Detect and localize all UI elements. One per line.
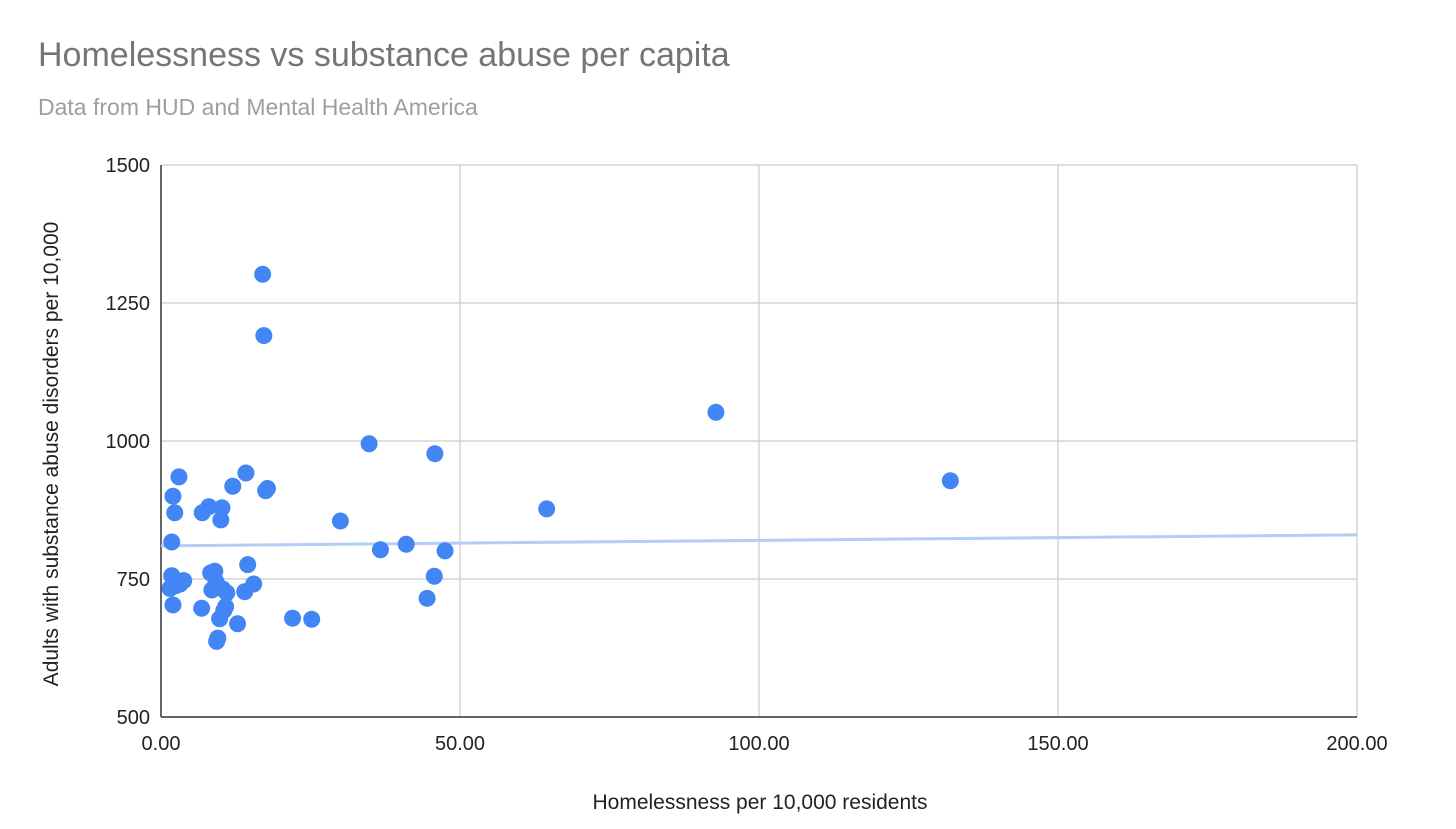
data-point	[164, 487, 182, 505]
y-tick-label: 1000	[106, 431, 151, 453]
data-point	[200, 498, 218, 516]
data-point	[237, 464, 255, 482]
chart-title: Homelessness vs substance abuse per capi…	[38, 36, 730, 74]
y-tick-label: 1250	[106, 293, 151, 315]
x-tick-label: 0.00	[142, 733, 181, 755]
axes	[160, 165, 1357, 718]
data-point	[239, 556, 257, 574]
data-point	[284, 609, 302, 627]
data-point	[436, 542, 454, 560]
x-tick-label: 50.00	[435, 733, 485, 755]
data-point	[254, 265, 272, 283]
data-point	[166, 504, 184, 522]
x-tick-label: 150.00	[1027, 733, 1088, 755]
data-point	[258, 479, 276, 497]
data-point	[213, 499, 231, 517]
data-point	[217, 598, 235, 616]
data-point	[209, 629, 227, 647]
trendline-layer	[160, 533, 1358, 548]
y-axis-label: Adults with substance abuse disorders pe…	[40, 222, 63, 687]
gridlines	[161, 164, 1358, 717]
data-point	[425, 567, 443, 585]
data-point	[229, 615, 247, 633]
x-axis-label: Homelessness per 10,000 residents	[592, 791, 927, 814]
x-tick-label: 200.00	[1326, 733, 1387, 755]
data-point	[164, 596, 182, 614]
trendline	[160, 533, 1358, 548]
data-point	[170, 468, 188, 486]
data-point	[538, 500, 556, 518]
y-tick-label: 500	[117, 707, 150, 729]
data-point	[371, 541, 389, 559]
y-tick-label: 750	[117, 569, 150, 591]
data-point	[707, 403, 725, 421]
tick-labels: 0.00 50.00 100.00 150.00 200.00 500 750 1000 125…	[106, 155, 1388, 755]
data-point	[245, 575, 263, 593]
data-point	[175, 572, 193, 590]
data-point	[193, 599, 211, 617]
data-point	[224, 477, 242, 495]
data-point	[941, 472, 959, 490]
y-tick-label: 1500	[106, 155, 151, 177]
data-points	[161, 265, 959, 650]
data-point	[255, 327, 273, 345]
chart-subtitle: Data from HUD and Mental Health America	[38, 94, 478, 120]
data-point	[397, 535, 415, 553]
data-point	[331, 512, 349, 530]
data-point	[218, 584, 236, 602]
data-point	[426, 445, 444, 463]
x-tick-label: 100.00	[728, 733, 789, 755]
data-point	[163, 533, 181, 551]
data-point	[360, 435, 378, 453]
data-point	[303, 610, 321, 628]
data-point	[418, 589, 436, 607]
